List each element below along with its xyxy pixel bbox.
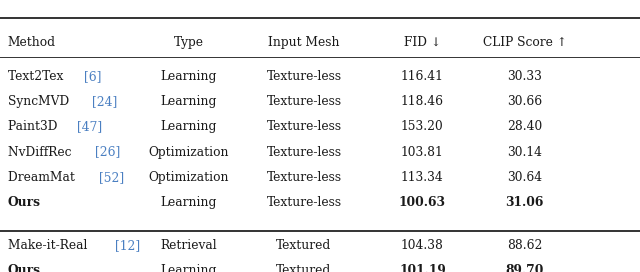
Text: Learning: Learning bbox=[161, 70, 217, 83]
Text: Texture-less: Texture-less bbox=[266, 120, 342, 133]
Text: [47]: [47] bbox=[77, 120, 102, 133]
Text: 30.33: 30.33 bbox=[508, 70, 542, 83]
Text: 30.64: 30.64 bbox=[508, 171, 542, 184]
Text: Texture-less: Texture-less bbox=[266, 70, 342, 83]
Text: Learning: Learning bbox=[161, 95, 217, 108]
Text: 118.46: 118.46 bbox=[401, 95, 444, 108]
Text: [6]: [6] bbox=[84, 70, 102, 83]
Text: 88.62: 88.62 bbox=[507, 239, 543, 252]
Text: Learning: Learning bbox=[161, 120, 217, 133]
Text: FID ↓: FID ↓ bbox=[404, 36, 441, 49]
Text: 30.66: 30.66 bbox=[508, 95, 542, 108]
Text: Learning: Learning bbox=[161, 264, 217, 272]
Text: Texture-less: Texture-less bbox=[266, 146, 342, 159]
Text: [24]: [24] bbox=[92, 95, 117, 108]
Text: Ours: Ours bbox=[8, 264, 41, 272]
Text: Learning: Learning bbox=[161, 196, 217, 209]
Text: Textured: Textured bbox=[276, 239, 332, 252]
Text: Method: Method bbox=[8, 36, 56, 49]
Text: [26]: [26] bbox=[95, 146, 120, 159]
Text: 116.41: 116.41 bbox=[401, 70, 444, 83]
Text: 103.81: 103.81 bbox=[401, 146, 444, 159]
Text: Retrieval: Retrieval bbox=[161, 239, 217, 252]
Text: Texture-less: Texture-less bbox=[266, 95, 342, 108]
Text: 31.06: 31.06 bbox=[506, 196, 544, 209]
Text: Ours: Ours bbox=[8, 196, 41, 209]
Text: 28.40: 28.40 bbox=[507, 120, 543, 133]
Text: Optimization: Optimization bbox=[148, 146, 229, 159]
Text: Optimization: Optimization bbox=[148, 171, 229, 184]
Text: SyncMVD: SyncMVD bbox=[8, 95, 73, 108]
Text: 100.63: 100.63 bbox=[399, 196, 446, 209]
Text: Make-it-Real: Make-it-Real bbox=[8, 239, 91, 252]
Text: [52]: [52] bbox=[99, 171, 124, 184]
Text: DreamMat: DreamMat bbox=[8, 171, 79, 184]
Text: [12]: [12] bbox=[115, 239, 140, 252]
Text: Paint3D: Paint3D bbox=[8, 120, 61, 133]
Text: Input Mesh: Input Mesh bbox=[268, 36, 340, 49]
Text: Type: Type bbox=[174, 36, 204, 49]
Text: 101.19: 101.19 bbox=[399, 264, 446, 272]
Text: Texture-less: Texture-less bbox=[266, 171, 342, 184]
Text: Textured: Textured bbox=[276, 264, 332, 272]
Text: 89.70: 89.70 bbox=[506, 264, 544, 272]
Text: 104.38: 104.38 bbox=[401, 239, 444, 252]
Text: 30.14: 30.14 bbox=[508, 146, 542, 159]
Text: CLIP Score ↑: CLIP Score ↑ bbox=[483, 36, 567, 49]
Text: 153.20: 153.20 bbox=[401, 120, 444, 133]
Text: Text2Tex: Text2Tex bbox=[8, 70, 67, 83]
Text: NvDiffRec: NvDiffRec bbox=[8, 146, 75, 159]
Text: Texture-less: Texture-less bbox=[266, 196, 342, 209]
Text: 113.34: 113.34 bbox=[401, 171, 444, 184]
